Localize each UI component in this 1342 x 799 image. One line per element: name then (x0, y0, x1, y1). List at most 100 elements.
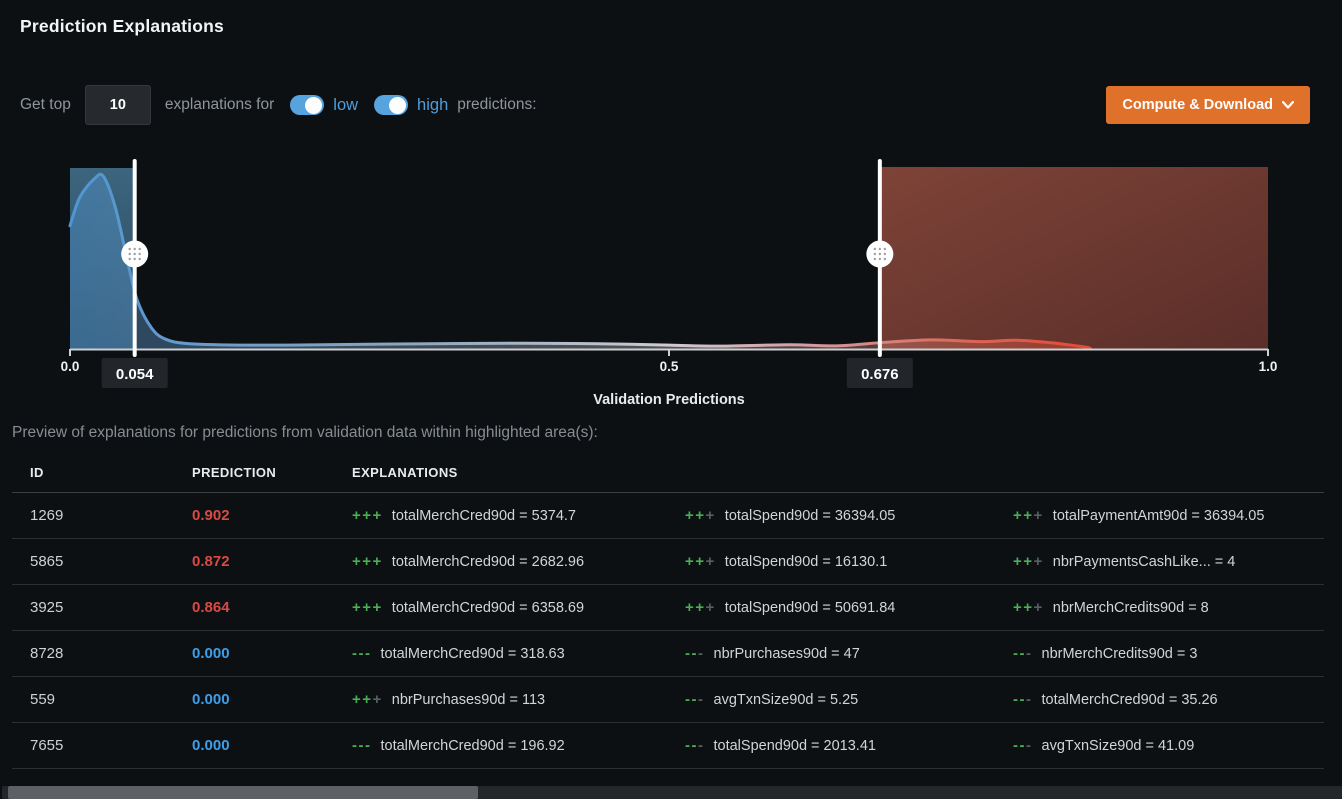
column-header-prediction: PREDICTION (192, 464, 277, 480)
strength-icon: +++ (352, 507, 383, 524)
handle-grip-dot (883, 247, 887, 251)
strength-icon: +++ (352, 553, 383, 570)
explanation-cell: --- totalMerchCred90d = 35.26 (1013, 691, 1324, 708)
handle-grip-dot (133, 257, 136, 261)
handle-grip-dot (133, 247, 136, 251)
x-tick-label: 1.0 (1259, 359, 1278, 374)
high-threshold-value: 0.676 (861, 366, 899, 383)
low-label: low (333, 95, 359, 114)
explanation-cell: --- avgTxnSize90d = 41.09 (1013, 737, 1324, 754)
toggle-knob (389, 96, 407, 114)
column-header-explanations: EXPLANATIONS (352, 464, 458, 480)
strength-icon: --- (352, 645, 372, 662)
handle-grip-dot (128, 257, 131, 261)
table-row[interactable]: 7655 0.000 --- totalMerchCred90d = 196.92 --… (12, 723, 1324, 769)
prediction-value: 0.872 (192, 553, 230, 570)
get-top-label: Get top (20, 96, 71, 113)
prediction-value: 0.000 (192, 691, 230, 708)
row-id: 8728 (30, 645, 64, 662)
explanation-text: nbrMerchCredits90d = 3 (1041, 645, 1198, 662)
row-id: 3925 (30, 599, 64, 616)
handle-grip-dot (883, 257, 887, 261)
x-axis-title: Validation Predictions (593, 392, 744, 408)
strength-icon: --- (1013, 691, 1033, 708)
handle-grip-dot (878, 257, 882, 261)
x-tick-label: 0.5 (660, 359, 679, 374)
strength-icon: --- (685, 691, 705, 708)
low-threshold-value: 0.054 (116, 366, 154, 383)
horizontal-scrollbar[interactable] (2, 786, 1342, 799)
density-curve (68, 172, 1093, 351)
preview-note: Preview of explanations for predictions … (12, 424, 598, 441)
explanation-text: totalSpend90d = 16130.1 (724, 553, 888, 570)
strength-icon: +++ (685, 599, 716, 616)
prediction-value: 0.902 (192, 507, 230, 524)
strength-icon: +++ (1013, 553, 1044, 570)
explanation-text: avgTxnSize90d = 5.25 (713, 691, 859, 708)
page-title: Prediction Explanations (20, 16, 224, 36)
explanation-cell: --- totalSpend90d = 2013.41 (685, 737, 1013, 754)
handle-grip-dot (138, 252, 141, 256)
prediction-value: 0.000 (192, 645, 230, 662)
table-row[interactable]: 559 0.000 +++ nbrPurchases90d = 113 --- avgTx… (12, 677, 1324, 723)
compute-download-label: Compute & Download (1122, 97, 1273, 113)
strength-icon: +++ (1013, 507, 1044, 524)
explanation-text: totalSpend90d = 2013.41 (713, 737, 876, 754)
table-row[interactable]: 3925 0.864 +++ totalMerchCred90d = 6358.69 +… (12, 585, 1324, 631)
table-row[interactable]: 8728 0.000 --- totalMerchCred90d = 318.63 --… (12, 631, 1324, 677)
table-header-row: ID PREDICTION EXPLANATIONS (12, 452, 1324, 493)
scrollbar-thumb[interactable] (8, 786, 478, 799)
strength-icon: +++ (1013, 599, 1044, 616)
table-row[interactable]: 5865 0.872 +++ totalMerchCred90d = 2682.96 +… (12, 539, 1324, 585)
explanation-cell: +++ totalMerchCred90d = 6358.69 (352, 599, 685, 616)
explanation-text: totalPaymentAmt90d = 36394.05 (1052, 507, 1265, 524)
strength-icon: --- (685, 737, 705, 754)
explanation-cell: +++ totalMerchCred90d = 5374.7 (352, 507, 685, 524)
table-row[interactable]: 1269 0.902 +++ totalMerchCred90d = 5374.7 ++… (12, 493, 1324, 539)
low-threshold-value-box (101, 358, 168, 388)
explanations-for-label: explanations for (164, 96, 275, 113)
toggle-knob (305, 96, 323, 114)
low-toggle[interactable] (290, 95, 325, 115)
handle-grip-dot (138, 257, 141, 261)
explanation-cell: --- nbrMerchCredits90d = 3 (1013, 645, 1324, 662)
strength-icon: +++ (352, 691, 383, 708)
top-count-input[interactable] (84, 85, 151, 125)
explanation-cell: +++ nbrPurchases90d = 113 (352, 691, 685, 708)
chevron-down-icon (1282, 101, 1294, 109)
high-label: high (417, 95, 449, 114)
high-toggle[interactable] (374, 95, 409, 115)
prediction-value: 0.864 (192, 599, 230, 616)
explanations-table: ID PREDICTION EXPLANATIONS 1269 0.902 +++ t… (12, 452, 1324, 769)
compute-download-button[interactable]: Compute & Download (1106, 86, 1310, 124)
strength-icon: +++ (685, 553, 716, 570)
explanation-cell: +++ totalSpend90d = 36394.05 (685, 507, 1013, 524)
explanation-cell: +++ nbrPaymentsCashLike... = 4 (1013, 553, 1324, 570)
prediction-distribution-chart: 0.0 0.5 1.0 Validation Predictions 0.054 0.67… (61, 159, 1278, 408)
handle-grip-dot (878, 247, 882, 251)
handle-grip-dot (128, 252, 131, 256)
handle-grip-dot (128, 247, 131, 251)
handle-grip-dot (138, 247, 141, 251)
explanation-cell: +++ totalPaymentAmt90d = 36394.05 (1013, 507, 1324, 524)
explanation-text: totalMerchCred90d = 5374.7 (391, 507, 576, 524)
explanation-text: totalMerchCred90d = 35.26 (1041, 691, 1218, 708)
handle-grip-dot (133, 252, 136, 256)
handle-grip-dot (873, 252, 877, 256)
strength-icon: --- (1013, 645, 1033, 662)
explanation-cell: --- totalMerchCred90d = 318.63 (352, 645, 685, 662)
explanation-text: totalMerchCred90d = 2682.96 (391, 553, 585, 570)
explanation-cell: +++ nbrMerchCredits90d = 8 (1013, 599, 1324, 616)
explanation-text: totalSpend90d = 50691.84 (724, 599, 896, 616)
strength-icon: +++ (685, 507, 716, 524)
explanation-text: nbrMerchCredits90d = 8 (1052, 599, 1209, 616)
explanations-controls: Get top explanations for low high predic… (20, 85, 537, 125)
row-id: 5865 (30, 553, 64, 570)
predictions-label: predictions: (457, 96, 537, 113)
table-body: 1269 0.902 +++ totalMerchCred90d = 5374.7 ++… (12, 493, 1324, 769)
strength-icon: --- (685, 645, 705, 662)
explanation-cell: +++ totalSpend90d = 50691.84 (685, 599, 1013, 616)
prediction-value: 0.000 (192, 737, 230, 754)
x-tick-label: 0.0 (61, 359, 80, 374)
column-header-id: ID (30, 464, 44, 480)
